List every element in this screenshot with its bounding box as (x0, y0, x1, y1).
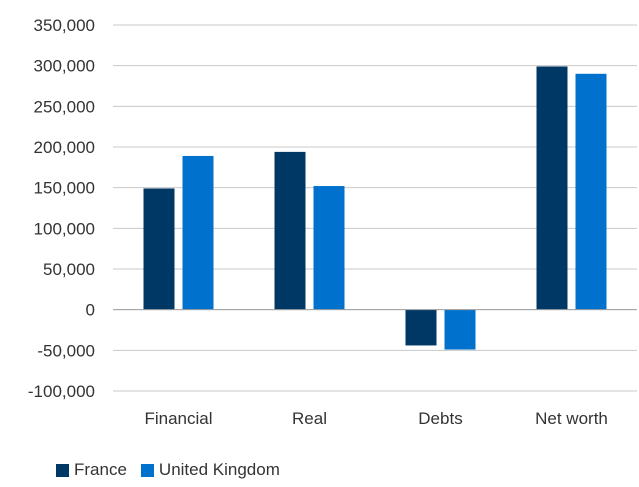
x-tick-label: Real (292, 409, 327, 428)
x-tick-label: Net worth (535, 409, 608, 428)
legend-item-united-kingdom: United Kingdom (140, 460, 280, 480)
y-tick-label: 100,000 (34, 219, 95, 238)
y-tick-label: 350,000 (34, 16, 95, 35)
bar-united-kingdom-financial (182, 155, 214, 310)
y-tick-label: -50,000 (37, 341, 95, 360)
bar-united-kingdom-net-worth (575, 73, 607, 310)
bar-france-financial (143, 188, 175, 310)
bar-france-net-worth (536, 66, 568, 310)
legend-label-united-kingdom: United Kingdom (158, 460, 280, 479)
y-tick-label: 250,000 (34, 97, 95, 116)
bar-united-kingdom-real (313, 186, 345, 310)
x-tick-label: Financial (144, 409, 212, 428)
y-tick-label: 0 (86, 301, 95, 320)
x-tick-label: Debts (418, 409, 462, 428)
legend-swatch-united-kingdom (140, 463, 154, 477)
y-tick-label: 50,000 (43, 260, 95, 279)
y-tick-label: 200,000 (34, 138, 95, 157)
legend-item-france: France (56, 460, 127, 480)
bar-france-real (274, 151, 306, 310)
y-tick-label: 150,000 (34, 179, 95, 198)
legend-label-france: France (74, 460, 127, 479)
y-tick-label: -100,000 (28, 382, 95, 401)
bar-france-debts (405, 309, 437, 346)
bar-united-kingdom-debts (444, 309, 476, 350)
y-tick-label: 300,000 (34, 57, 95, 76)
legend-swatch-france (56, 463, 69, 477)
legend: France United Kingdom (56, 460, 294, 480)
